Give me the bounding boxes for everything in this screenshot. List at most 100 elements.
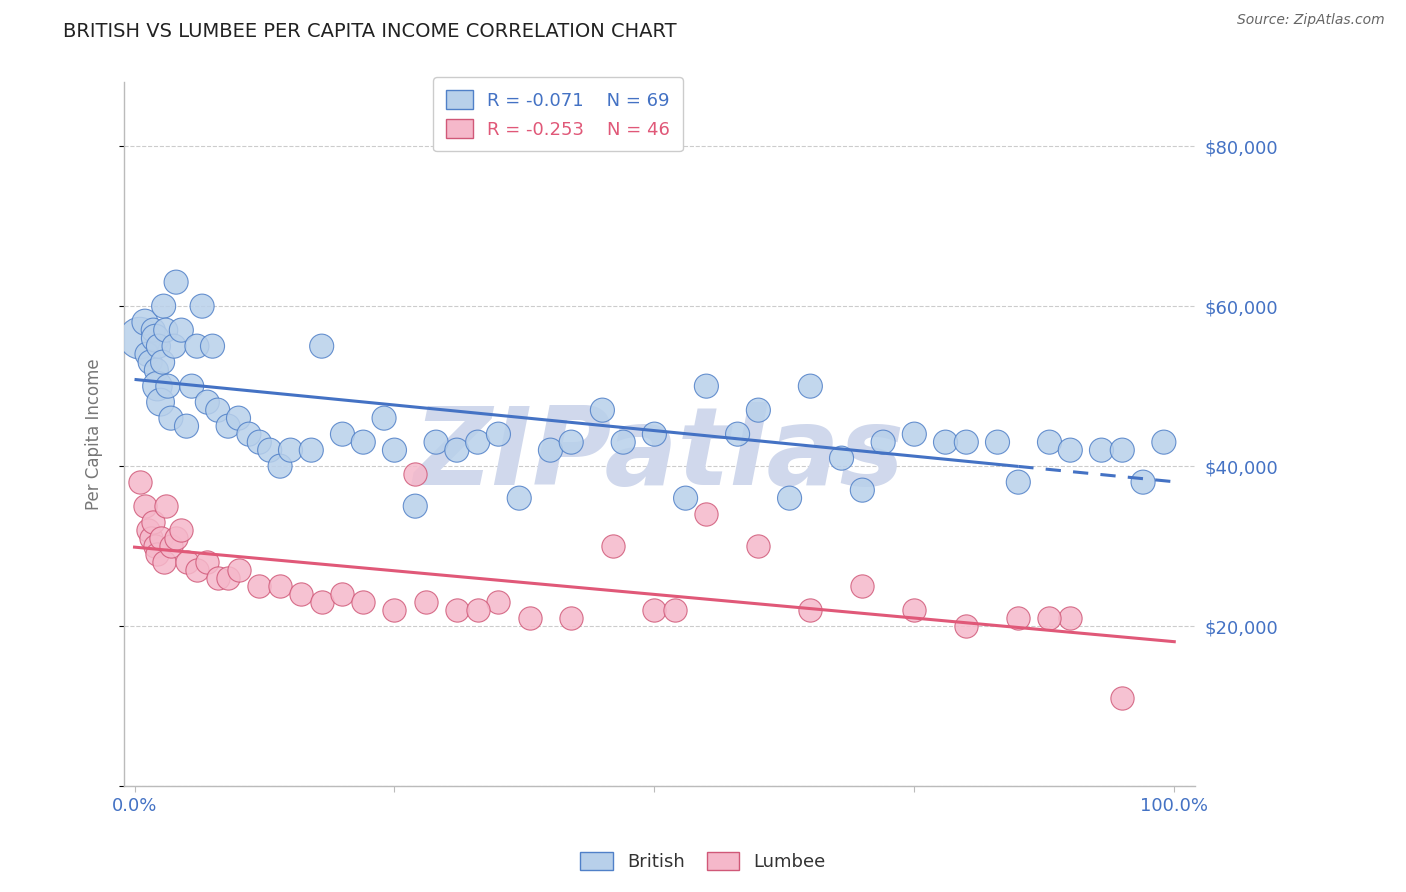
Point [727, 427, 749, 442]
Point [675, 491, 697, 505]
Point [134, 315, 156, 329]
Point [290, 587, 312, 601]
Point [191, 299, 214, 313]
Point [1132, 475, 1154, 490]
Point [170, 523, 193, 537]
Point [152, 299, 174, 313]
Point [872, 435, 894, 450]
Y-axis label: Per Capita Income: Per Capita Income [86, 359, 103, 510]
Point [695, 379, 717, 393]
Point [195, 395, 218, 409]
Point [986, 435, 1008, 450]
Point [207, 571, 229, 585]
Point [747, 539, 769, 553]
Point [176, 419, 198, 434]
Point [201, 339, 224, 353]
Point [170, 323, 193, 337]
Point [128, 331, 150, 345]
Point [643, 603, 665, 617]
Point [467, 435, 489, 450]
Text: Source: ZipAtlas.com: Source: ZipAtlas.com [1237, 13, 1385, 28]
Point [1059, 611, 1081, 625]
Point [269, 459, 291, 474]
Point [1038, 435, 1060, 450]
Point [1038, 611, 1060, 625]
Point [488, 595, 510, 609]
Point [195, 555, 218, 569]
Point [1007, 611, 1029, 625]
Point [149, 395, 172, 409]
Point [508, 491, 530, 505]
Point [143, 331, 166, 345]
Point [269, 579, 291, 593]
Point [128, 475, 150, 490]
Point [955, 619, 977, 633]
Point [560, 435, 582, 450]
Point [352, 435, 374, 450]
Point [799, 379, 821, 393]
Point [143, 539, 166, 553]
Point [747, 403, 769, 417]
Point [152, 555, 174, 569]
Point [1111, 691, 1133, 706]
Point [176, 555, 198, 569]
Point [612, 435, 634, 450]
Point [134, 499, 156, 513]
Legend: R = -0.071    N = 69, R = -0.253    N = 46: R = -0.071 N = 69, R = -0.253 N = 46 [433, 77, 683, 151]
Point [602, 539, 624, 553]
Point [186, 563, 208, 577]
Point [217, 419, 239, 434]
Point [352, 595, 374, 609]
Point [152, 355, 174, 369]
Point [259, 443, 281, 458]
Point [831, 451, 853, 466]
Point [238, 427, 260, 442]
Point [425, 435, 447, 450]
Point [384, 603, 406, 617]
Point [146, 547, 169, 561]
Point [186, 339, 208, 353]
Point [591, 403, 613, 417]
Legend: British, Lumbee: British, Lumbee [574, 845, 832, 879]
Point [488, 427, 510, 442]
Point [851, 483, 873, 497]
Point [145, 363, 167, 377]
Point [1153, 435, 1175, 450]
Point [467, 603, 489, 617]
Point [180, 379, 202, 393]
Point [373, 411, 395, 425]
Point [695, 507, 717, 521]
Point [799, 603, 821, 617]
Point [148, 339, 170, 353]
Point [160, 539, 183, 553]
Point [332, 427, 354, 442]
Point [384, 443, 406, 458]
Point [404, 467, 426, 482]
Point [142, 323, 165, 337]
Point [149, 531, 172, 545]
Point [903, 427, 925, 442]
Point [155, 323, 177, 337]
Point [142, 515, 165, 529]
Point [1090, 443, 1112, 458]
Point [156, 379, 179, 393]
Point [1111, 443, 1133, 458]
Point [332, 587, 354, 601]
Point [1059, 443, 1081, 458]
Point [446, 443, 468, 458]
Point [446, 603, 468, 617]
Point [851, 579, 873, 593]
Point [136, 347, 159, 361]
Point [136, 523, 159, 537]
Point [538, 443, 561, 458]
Point [1007, 475, 1029, 490]
Point [165, 531, 187, 545]
Point [247, 435, 270, 450]
Point [311, 595, 333, 609]
Point [560, 611, 582, 625]
Point [643, 427, 665, 442]
Point [247, 579, 270, 593]
Point [165, 275, 187, 289]
Point [217, 571, 239, 585]
Point [404, 499, 426, 513]
